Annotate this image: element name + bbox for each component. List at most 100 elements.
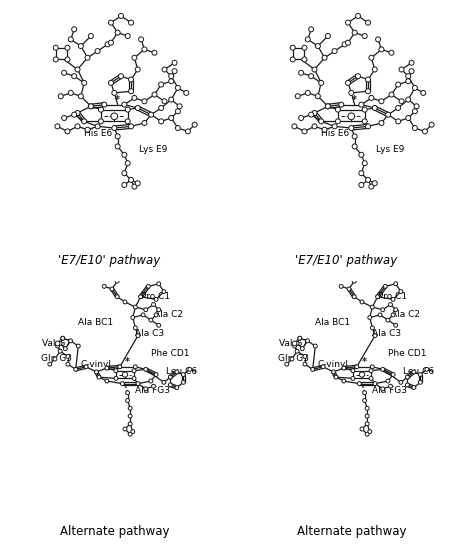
Circle shape — [290, 45, 295, 50]
Circle shape — [131, 430, 135, 434]
Circle shape — [351, 369, 355, 372]
Text: C-vinyl: C-vinyl — [318, 360, 349, 369]
Circle shape — [61, 336, 64, 340]
Circle shape — [169, 79, 173, 84]
Circle shape — [419, 372, 422, 377]
Circle shape — [386, 379, 390, 383]
Circle shape — [298, 336, 301, 340]
Circle shape — [309, 74, 314, 79]
Circle shape — [120, 382, 124, 385]
Circle shape — [292, 124, 297, 129]
Circle shape — [298, 336, 301, 340]
Circle shape — [152, 50, 157, 55]
Circle shape — [95, 49, 100, 54]
Text: *: * — [125, 357, 130, 366]
Circle shape — [295, 94, 301, 99]
Circle shape — [85, 127, 90, 132]
Circle shape — [306, 339, 310, 343]
Circle shape — [142, 47, 147, 52]
Circle shape — [370, 305, 374, 309]
Text: Pro C1: Pro C1 — [378, 292, 407, 301]
Circle shape — [62, 70, 67, 75]
Circle shape — [162, 289, 166, 294]
Circle shape — [405, 375, 410, 379]
Circle shape — [114, 369, 118, 372]
Circle shape — [133, 365, 137, 369]
Circle shape — [369, 184, 374, 189]
Circle shape — [125, 161, 130, 165]
Circle shape — [99, 107, 103, 112]
Circle shape — [85, 55, 90, 60]
Circle shape — [111, 113, 118, 120]
Circle shape — [381, 308, 385, 312]
Text: *: * — [362, 357, 367, 366]
Circle shape — [126, 399, 129, 402]
Circle shape — [303, 362, 307, 366]
Circle shape — [94, 370, 99, 374]
Text: His E6: His E6 — [321, 128, 349, 138]
Circle shape — [122, 372, 128, 377]
Circle shape — [336, 119, 340, 124]
Circle shape — [359, 182, 364, 187]
Circle shape — [419, 381, 422, 384]
Circle shape — [362, 33, 367, 39]
Circle shape — [122, 182, 127, 187]
Circle shape — [342, 42, 347, 47]
Circle shape — [157, 282, 161, 286]
Circle shape — [339, 102, 344, 107]
Circle shape — [105, 379, 109, 383]
Circle shape — [154, 372, 158, 377]
Circle shape — [370, 365, 374, 369]
Circle shape — [58, 349, 62, 353]
Circle shape — [372, 105, 377, 110]
Circle shape — [78, 94, 83, 99]
Text: Ala BC1: Ala BC1 — [78, 318, 113, 327]
Circle shape — [55, 341, 60, 346]
Circle shape — [64, 347, 67, 351]
Circle shape — [88, 104, 93, 109]
Circle shape — [110, 287, 114, 291]
Circle shape — [389, 302, 392, 306]
Text: Leu C6: Leu C6 — [166, 367, 198, 376]
Text: Lys E9: Lys E9 — [139, 145, 168, 155]
Circle shape — [122, 152, 127, 157]
Circle shape — [359, 102, 364, 107]
Circle shape — [115, 30, 120, 35]
Circle shape — [405, 383, 410, 387]
Circle shape — [53, 357, 57, 361]
Circle shape — [422, 129, 428, 134]
Circle shape — [118, 365, 122, 369]
Circle shape — [109, 40, 113, 45]
Circle shape — [379, 47, 384, 52]
Circle shape — [409, 69, 414, 74]
Circle shape — [75, 110, 80, 116]
Circle shape — [438, 378, 442, 382]
Circle shape — [157, 323, 161, 327]
Circle shape — [301, 347, 304, 351]
Circle shape — [75, 124, 80, 129]
Circle shape — [359, 171, 364, 176]
Circle shape — [391, 372, 395, 377]
Circle shape — [72, 74, 77, 79]
Circle shape — [406, 79, 410, 84]
Circle shape — [135, 105, 140, 110]
Circle shape — [363, 391, 366, 395]
Circle shape — [62, 116, 67, 121]
Circle shape — [360, 300, 364, 304]
Text: Val G7: Val G7 — [279, 339, 308, 348]
Circle shape — [55, 124, 60, 129]
Circle shape — [132, 369, 136, 372]
Circle shape — [421, 91, 426, 96]
Circle shape — [406, 116, 410, 121]
Circle shape — [305, 91, 310, 96]
Circle shape — [144, 308, 148, 312]
Text: Pro C1: Pro C1 — [141, 292, 170, 301]
Circle shape — [198, 362, 202, 366]
Text: C-vinyl: C-vinyl — [81, 360, 112, 369]
Circle shape — [372, 181, 377, 186]
Circle shape — [391, 313, 395, 317]
Text: Ala C2: Ala C2 — [154, 311, 182, 319]
Circle shape — [299, 116, 304, 121]
Circle shape — [128, 414, 132, 418]
Circle shape — [381, 387, 385, 391]
